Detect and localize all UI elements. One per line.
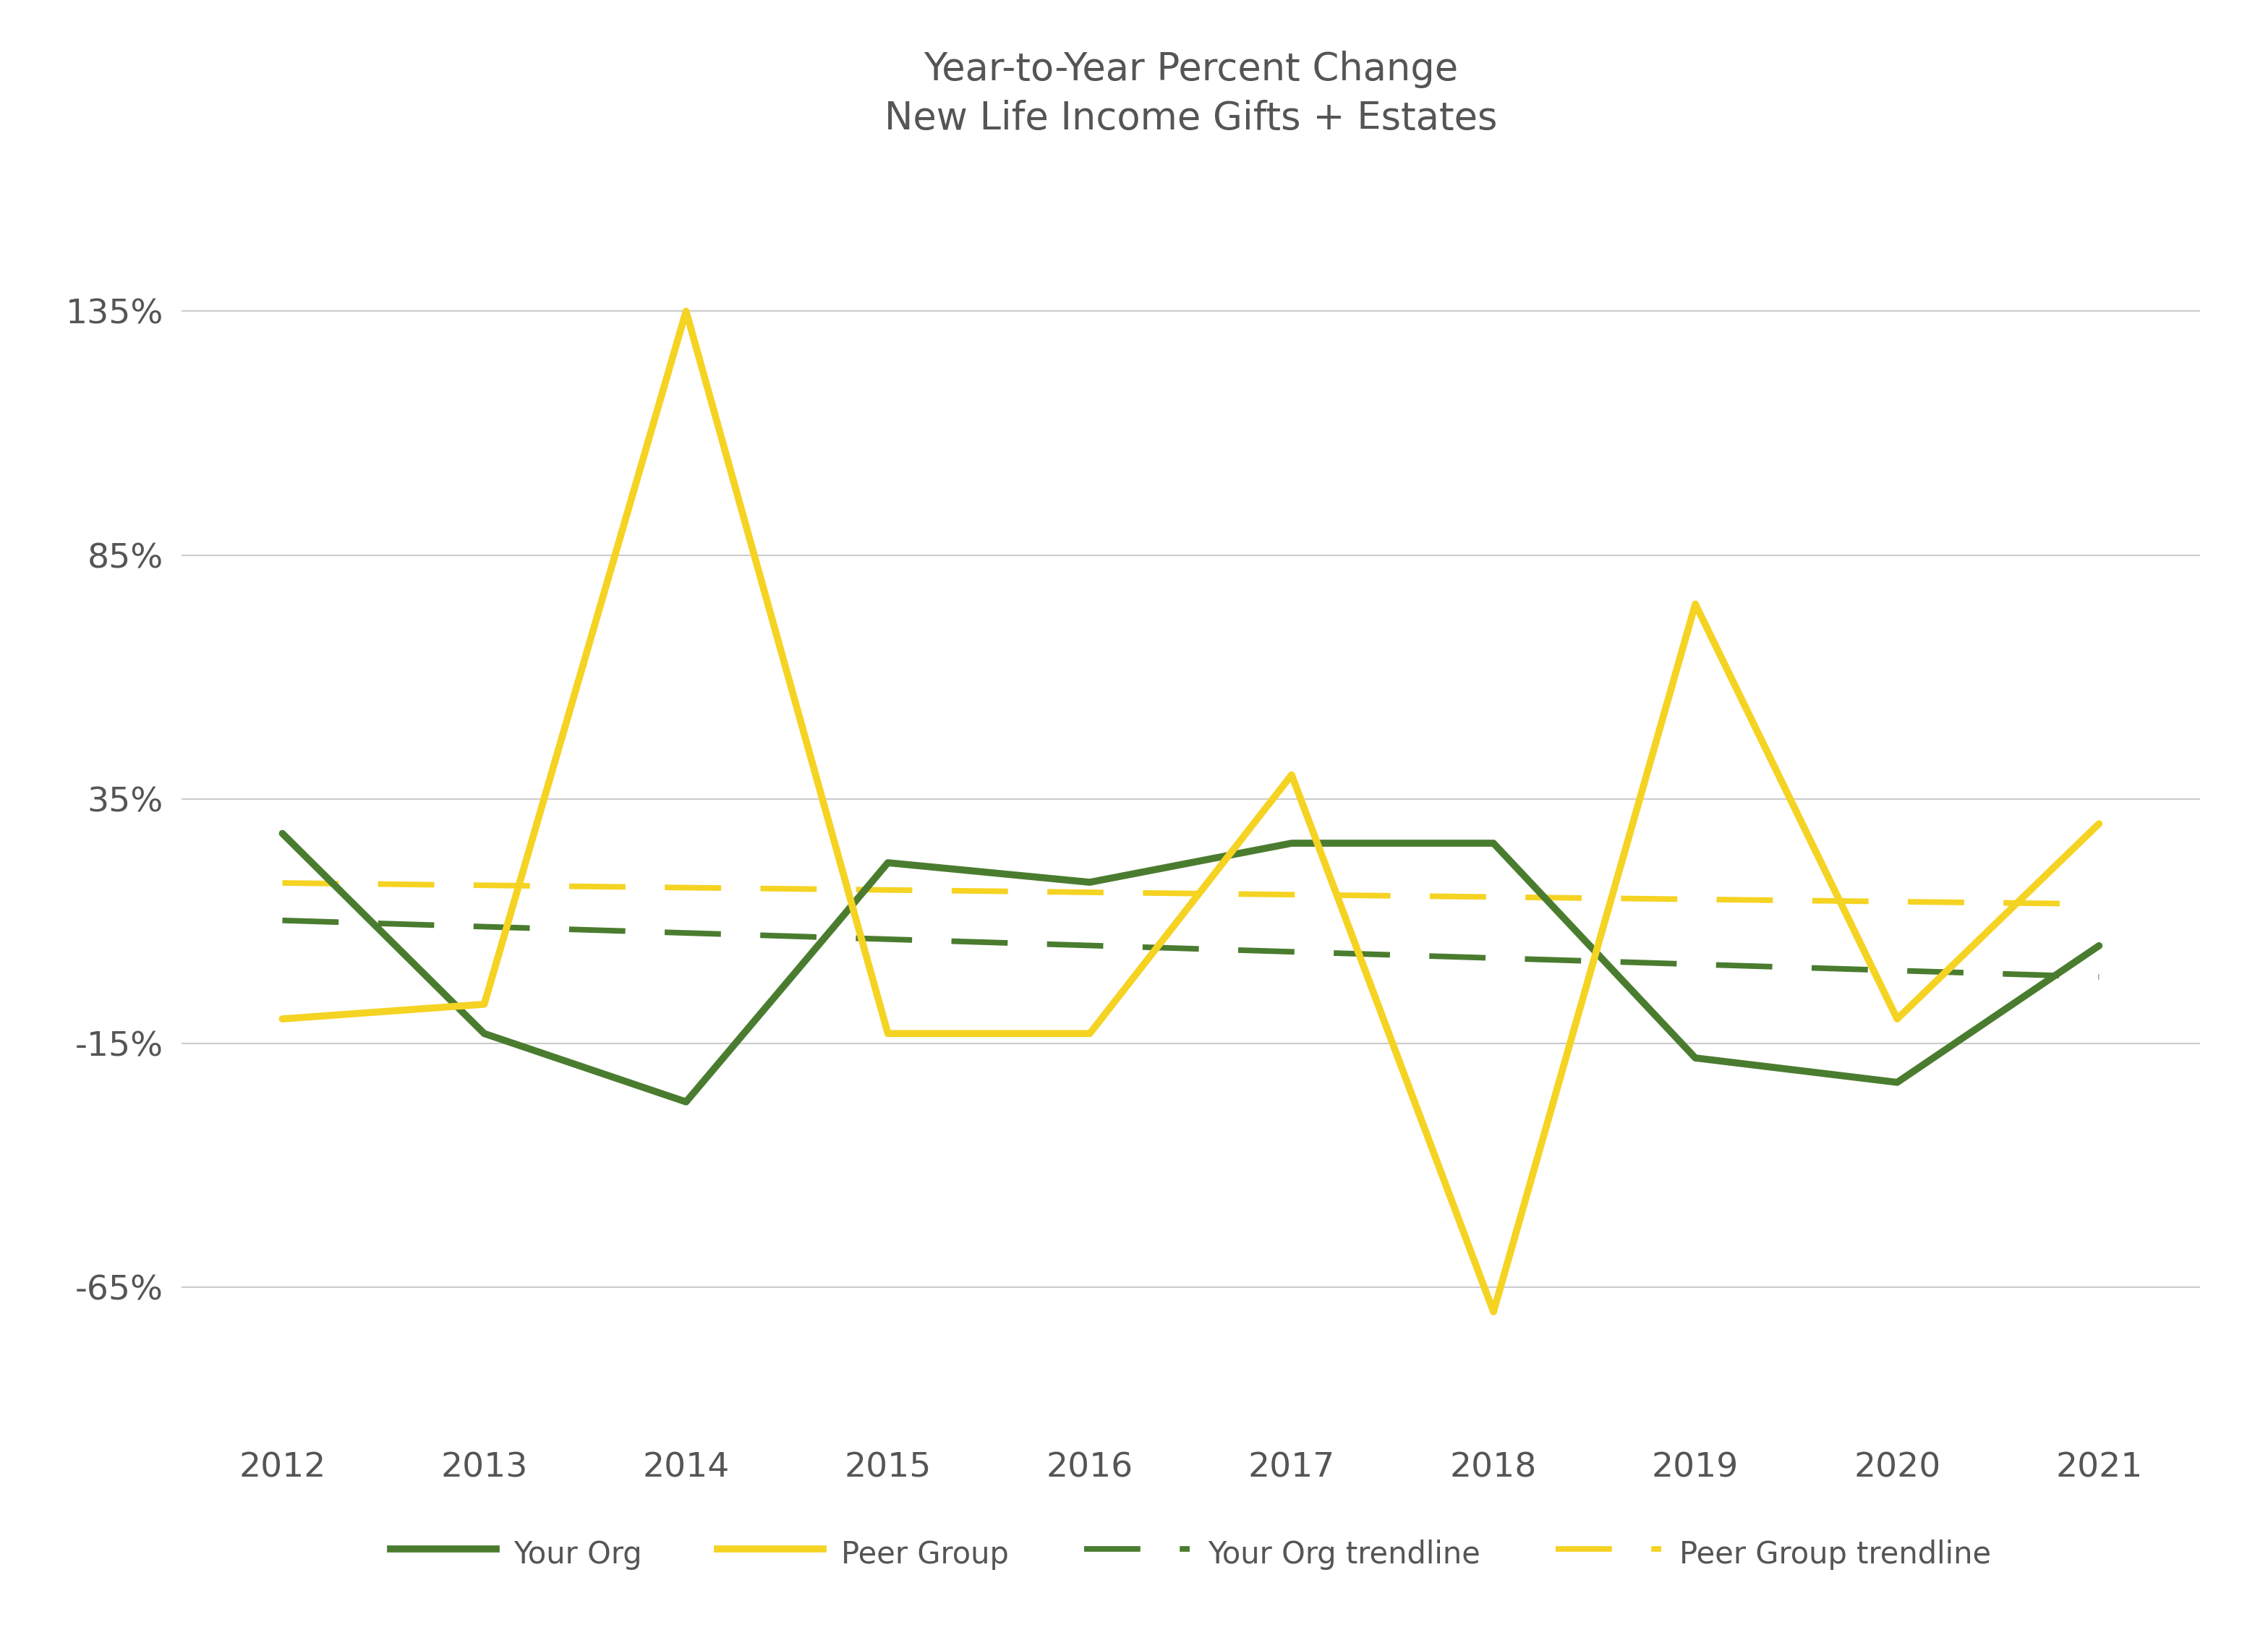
Legend: Your Org, Peer Group, Your Org trendline, Peer Group trendline: Your Org, Peer Group, Your Org trendline… xyxy=(379,1523,2003,1584)
Title: Year-to-Year Percent Change
New Life Income Gifts + Estates: Year-to-Year Percent Change New Life Inc… xyxy=(885,51,1497,137)
